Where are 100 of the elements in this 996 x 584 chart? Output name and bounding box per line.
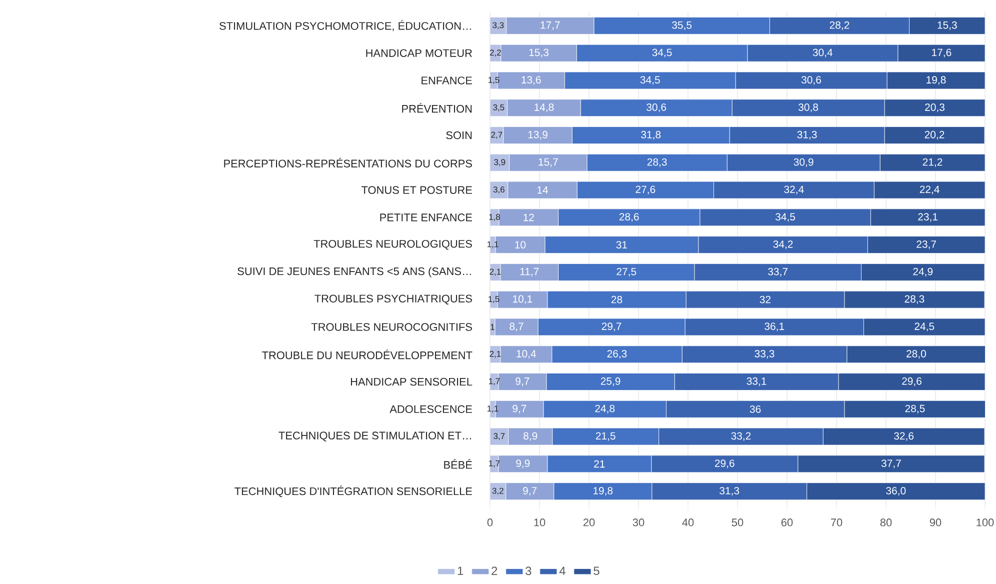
x-tick-label: 90	[930, 518, 942, 526]
data-label: 34,2	[773, 240, 793, 250]
bar	[867, 236, 986, 254]
legend-label: 1	[458, 566, 464, 575]
data-label: 33,1	[746, 377, 766, 386]
data-label: 30,6	[801, 76, 821, 85]
data-label: 31,3	[720, 486, 740, 496]
data-label: 30,6	[646, 104, 666, 112]
y-tick-label: TROUBLES PSYCHIATRIQUES	[314, 294, 472, 304]
y-tick-label: PRÉVENTION	[402, 103, 472, 113]
y-tick-label: ENFANCE	[422, 76, 472, 84]
bar	[880, 154, 986, 172]
x-tick-label: 10	[534, 518, 546, 526]
data-label: 11,7	[520, 268, 539, 276]
data-label: 36,0	[886, 486, 906, 496]
data-label: 33,3	[754, 350, 774, 359]
data-label: 24,8	[595, 404, 615, 414]
legend-label: 2	[492, 566, 498, 575]
bar	[874, 181, 986, 199]
data-label: 3,6	[493, 186, 504, 194]
data-label: 28,3	[904, 295, 924, 304]
y-tick-label: HANDICAP MOTEUR	[366, 49, 472, 57]
data-label: 1,7	[488, 378, 500, 386]
legend-label: 4	[559, 566, 566, 575]
data-label: 1,5	[488, 77, 500, 84]
data-label: 15,3	[529, 48, 548, 58]
data-label: 29,6	[714, 460, 734, 468]
data-label: 20,3	[925, 104, 944, 112]
data-label: 31,8	[641, 130, 661, 140]
y-tick-label: TROUBLE DU NEURODÉVELOPPEMENT	[262, 350, 472, 360]
data-label: 21,2	[922, 158, 942, 167]
y-tick-label: SOIN	[446, 131, 472, 140]
data-label: 23,7	[916, 240, 936, 250]
data-label: 17,7	[540, 21, 560, 30]
data-label: 28,6	[619, 213, 639, 222]
legend-label: 3	[526, 566, 532, 576]
data-label: 3,2	[492, 488, 504, 495]
data-label: 24,9	[913, 268, 933, 277]
data-label: 9,9	[516, 460, 530, 468]
data-label: 29,6	[902, 377, 922, 386]
data-label: 28,3	[647, 158, 667, 167]
data-label: 21,5	[596, 432, 616, 441]
x-tick-label: 30	[632, 518, 644, 526]
data-label: 1,8	[489, 214, 500, 221]
data-label: 33,7	[768, 268, 788, 277]
x-tick-label: 60	[781, 518, 793, 526]
bar	[798, 455, 985, 473]
data-label: 27,6	[636, 186, 656, 194]
bar	[898, 44, 986, 62]
data-label: 1,5	[488, 296, 500, 304]
y-tick-label: TROUBLES NEUROCOGNITIFS	[311, 323, 472, 331]
data-label: 9,7	[516, 377, 530, 386]
data-label: 19,8	[593, 486, 613, 496]
data-label: 2,7	[491, 132, 502, 139]
data-label: 34,5	[652, 48, 672, 58]
data-label: 21	[594, 460, 605, 468]
data-label: 1,7	[488, 460, 500, 468]
data-label: 14	[537, 186, 548, 194]
data-label: 13,6	[522, 76, 541, 85]
data-label: 17,6	[932, 48, 952, 58]
data-label: 1,1	[487, 406, 498, 413]
y-tick-label: SUIVI DE JEUNES ENFANTS <5 ANS (SANS…	[238, 267, 471, 278]
legend-label: 5	[594, 566, 600, 576]
data-label: 3,5	[493, 104, 504, 112]
x-tick-label: 100	[976, 518, 994, 526]
data-label: 14,8	[534, 104, 554, 112]
data-label: 10,1	[513, 295, 532, 304]
y-tick-label: HANDICAP SENSORIEL	[350, 378, 472, 386]
bar	[864, 318, 986, 336]
data-label: 34,5	[640, 76, 660, 85]
data-label: 3,3	[492, 22, 504, 30]
x-tick-label: 20	[583, 518, 595, 526]
data-label: 28,5	[905, 404, 925, 414]
data-label: 2,1	[490, 350, 501, 358]
bar	[806, 482, 986, 500]
data-label: 10,4	[516, 350, 536, 359]
data-label: 28	[611, 296, 622, 304]
data-label: 30,8	[798, 104, 818, 112]
bar	[870, 208, 986, 226]
data-label: 1,1	[487, 241, 498, 248]
y-tick-label: TROUBLES NEUROLOGIQUES	[314, 240, 472, 250]
data-label: 25,9	[600, 377, 620, 386]
data-label: 32,4	[784, 186, 804, 194]
data-label: 9,7	[512, 404, 526, 414]
data-label: 22,4	[920, 186, 940, 194]
data-label: 8,7	[510, 322, 524, 332]
y-tick-label: TECHNIQUES DE STIMULATION ET…	[278, 432, 471, 442]
data-label: 32,6	[894, 432, 914, 441]
y-tick-label: TECHNIQUES D'INTÉGRATION SENSORIELLE	[234, 486, 472, 498]
data-label: 9,7	[523, 486, 537, 496]
bar	[886, 72, 986, 90]
data-label: 10	[515, 241, 526, 249]
bar	[861, 264, 985, 281]
data-label: 15,3	[938, 21, 957, 30]
data-label: 28,2	[830, 21, 850, 30]
y-tick-label: ADOLESCENCE	[390, 405, 472, 414]
data-label: 13,9	[528, 130, 548, 140]
bar	[846, 346, 986, 364]
data-label: 31,3	[797, 130, 817, 140]
bar	[838, 373, 986, 390]
